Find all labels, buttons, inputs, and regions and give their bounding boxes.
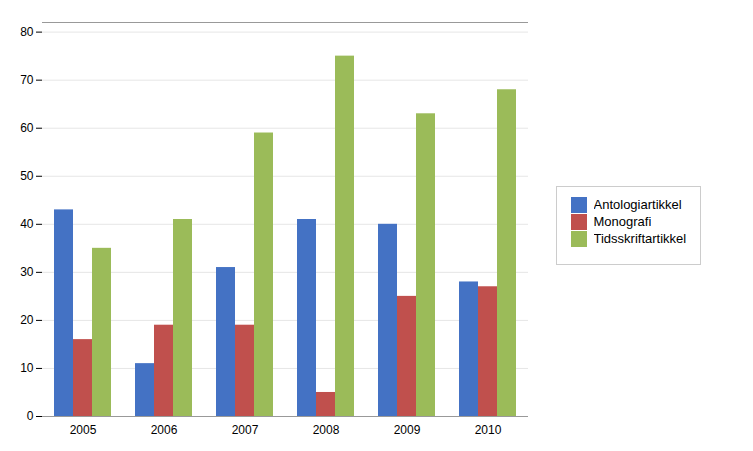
svg-text:2008: 2008 xyxy=(313,423,340,437)
html-text:Tidsskriftartikkel: Tidsskriftartikkel xyxy=(593,231,687,247)
svg-text:10: 10 xyxy=(20,361,34,375)
svg-text:70: 70 xyxy=(20,72,34,86)
svg-text:2005: 2005 xyxy=(70,423,97,437)
svg-text:30: 30 xyxy=(20,265,34,279)
svg-text:60: 60 xyxy=(20,121,34,135)
svg-text:2007: 2007 xyxy=(232,423,259,437)
svg-text:50: 50 xyxy=(20,169,34,183)
svg-text:40: 40 xyxy=(20,217,34,231)
svg-text:80: 80 xyxy=(20,24,34,38)
svg-text:2010: 2010 xyxy=(475,423,502,437)
svg-text:20: 20 xyxy=(20,313,34,327)
html-text:Antologiartikkel: Antologiartikkel xyxy=(593,197,682,213)
html-text:Monografi: Monografi xyxy=(593,214,652,230)
svg-text:2006: 2006 xyxy=(151,423,178,437)
svg-text:0: 0 xyxy=(27,409,34,423)
svg-text:2009: 2009 xyxy=(394,423,421,437)
